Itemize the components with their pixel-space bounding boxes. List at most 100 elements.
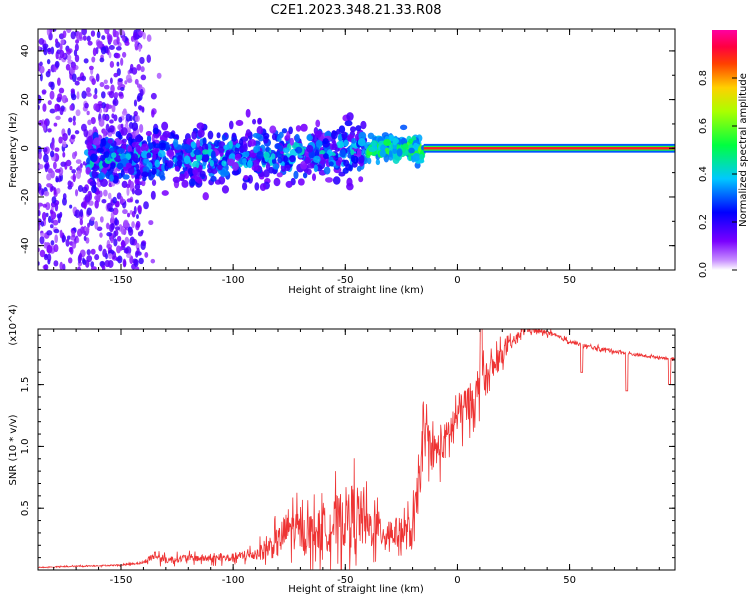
colorbar-tick-label: 0.0 — [698, 262, 709, 278]
heat-cell — [166, 160, 174, 169]
heat-cell — [183, 155, 191, 165]
heat-cell — [129, 255, 134, 265]
heat-cell — [82, 161, 86, 166]
heat-cell — [141, 179, 146, 187]
heat-cell — [138, 257, 144, 265]
heat-cell — [94, 87, 98, 95]
heat-cell — [150, 258, 156, 264]
heat-cell — [83, 235, 87, 241]
heat-cell — [91, 78, 96, 86]
heat-cell — [134, 178, 140, 185]
heat-cell — [348, 164, 353, 172]
heat-cell — [39, 61, 43, 67]
heat-cell — [48, 215, 52, 224]
heat-cell — [53, 228, 60, 234]
heat-cell — [124, 41, 130, 46]
heat-cell — [196, 176, 203, 184]
heat-cell — [50, 46, 55, 55]
heat-cell — [113, 72, 119, 78]
heat-cell — [297, 178, 305, 186]
heat-cell — [414, 162, 421, 169]
heat-cell — [98, 244, 103, 252]
heat-cell — [289, 137, 294, 146]
heat-cell — [49, 224, 54, 229]
heat-cell — [231, 132, 237, 139]
heat-cell — [254, 182, 260, 191]
heat-cell — [55, 115, 61, 120]
heat-cell — [54, 60, 60, 68]
heat-cell — [66, 48, 72, 55]
spectrogram-y-ticks: -40 -20 0 20 40 — [20, 45, 675, 271]
heat-cell — [161, 121, 169, 131]
heat-cell — [131, 188, 135, 195]
heat-cell — [146, 54, 151, 63]
heat-cell — [217, 164, 223, 171]
heat-cell — [350, 126, 357, 133]
heat-cell — [136, 247, 140, 255]
heat-cell — [325, 177, 333, 183]
heat-cell — [193, 149, 201, 156]
snr-y-multiplier: (x10^4) — [8, 304, 19, 345]
heat-cell — [272, 163, 280, 170]
heat-cell — [70, 88, 75, 94]
heat-cell — [120, 86, 125, 92]
heat-cell — [71, 73, 77, 82]
heat-cell — [115, 257, 122, 262]
heat-cell — [74, 150, 78, 157]
spectrogram-x-label: Height of straight line (km) — [288, 285, 424, 296]
heat-cell — [242, 143, 248, 153]
heat-cell — [102, 128, 107, 137]
heat-cell — [315, 119, 321, 128]
heat-cell — [78, 252, 83, 262]
heat-cell — [116, 148, 125, 154]
heat-cell — [122, 209, 128, 215]
heat-cell — [77, 184, 84, 193]
heat-cell — [54, 234, 59, 244]
heat-cell — [91, 169, 98, 179]
heat-cell — [80, 75, 87, 82]
heat-cell — [127, 166, 135, 175]
heat-cell — [75, 189, 79, 197]
heat-cell — [49, 108, 56, 114]
heat-cell — [55, 177, 60, 183]
x-tick-label: -150 — [110, 275, 133, 286]
heat-cell — [379, 149, 386, 158]
heat-cell — [115, 46, 122, 51]
heat-cell — [95, 73, 100, 82]
heat-cell — [125, 246, 132, 255]
heat-cell — [52, 219, 59, 226]
heat-cell — [152, 127, 159, 135]
heat-cell — [62, 151, 66, 158]
heat-cell — [154, 159, 161, 168]
y-tick-label: 0 — [20, 145, 31, 151]
heat-cell — [128, 227, 134, 237]
heat-cell — [54, 104, 58, 113]
heat-cell — [60, 39, 65, 45]
heat-cell — [302, 172, 308, 179]
heat-cell — [106, 231, 113, 237]
heat-cell — [148, 220, 154, 226]
heat-cell — [66, 235, 71, 240]
heat-cell — [103, 84, 110, 90]
heat-cell — [59, 49, 65, 59]
heat-cell — [110, 162, 116, 170]
heat-cell — [191, 130, 197, 140]
spectrogram-frame — [37, 28, 676, 271]
heat-cell — [134, 78, 139, 85]
heat-cell — [108, 253, 113, 260]
heat-cell — [65, 29, 72, 34]
heat-cell — [276, 134, 282, 143]
heat-cell — [84, 102, 89, 109]
heat-cell — [367, 132, 375, 140]
heat-cell — [355, 125, 362, 132]
heat-cell — [82, 257, 85, 264]
heat-cell — [68, 117, 73, 123]
heat-cell — [190, 141, 196, 149]
heat-cell — [304, 156, 311, 165]
heat-cell — [271, 133, 277, 141]
heat-cell — [85, 227, 90, 235]
heat-cell — [161, 190, 169, 196]
heat-cell — [107, 259, 114, 268]
heat-cell — [54, 147, 60, 152]
figure-title: C2E1.2023.348.21.33.R08 — [270, 3, 441, 18]
